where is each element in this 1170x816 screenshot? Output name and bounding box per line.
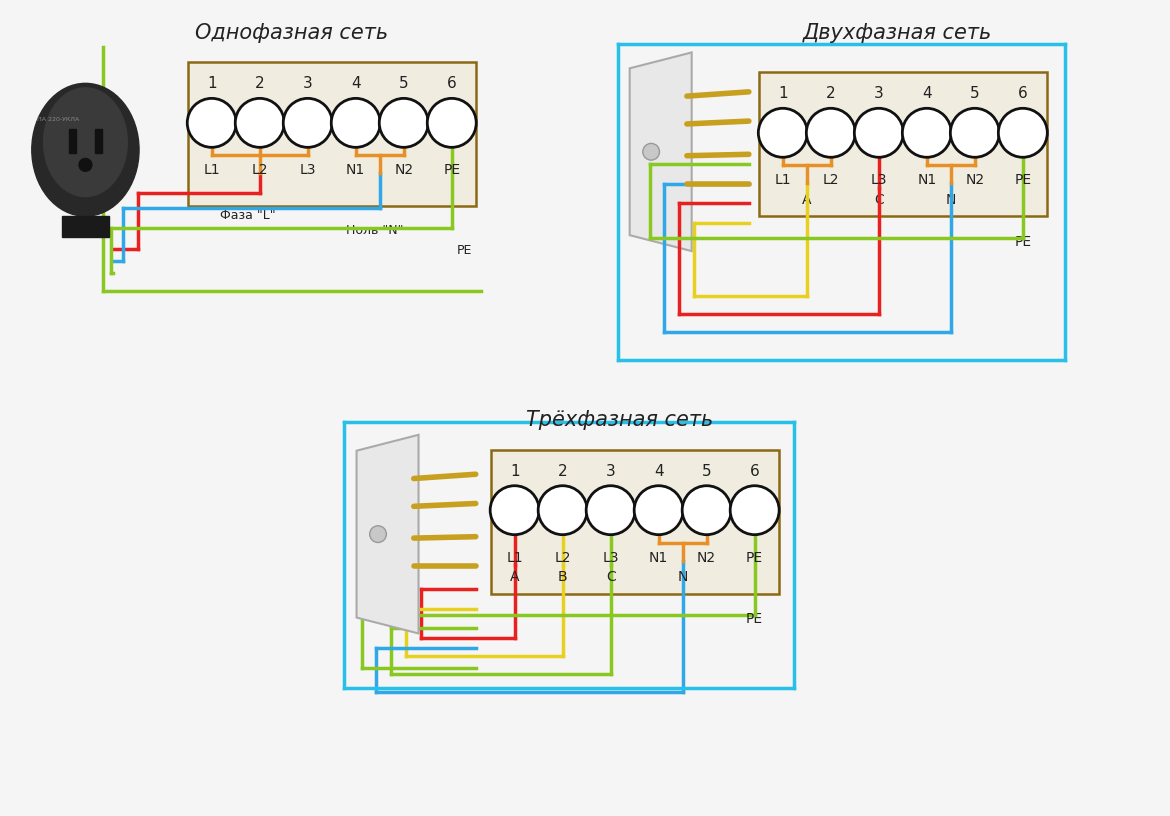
Text: L3: L3 [603,551,619,565]
Text: L1: L1 [507,551,523,565]
FancyBboxPatch shape [490,450,779,594]
Text: B: B [558,570,567,584]
Text: Двухфазная сеть: Двухфазная сеть [804,23,992,42]
Text: 5: 5 [702,463,711,479]
Circle shape [538,486,587,534]
Text: N: N [677,570,688,584]
Circle shape [642,144,660,160]
Circle shape [490,486,539,534]
Circle shape [187,99,236,148]
Ellipse shape [32,83,139,216]
Text: C: C [874,193,883,207]
Text: 3: 3 [874,86,883,101]
Text: L2: L2 [252,163,268,177]
Bar [95,129,102,153]
Circle shape [758,109,807,157]
Text: 3: 3 [606,463,615,479]
Circle shape [634,486,683,534]
Text: ПА 220-УКЛА: ПА 220-УКЛА [37,117,80,122]
Text: L2: L2 [555,551,571,565]
Circle shape [682,486,731,534]
Text: L1: L1 [204,163,220,177]
Text: N1: N1 [346,163,365,177]
Text: PE: PE [1014,235,1032,249]
Text: C: C [606,570,615,584]
Text: PE: PE [1014,173,1032,188]
Text: Фаза "L": Фаза "L" [220,209,276,222]
Text: A: A [803,193,812,207]
Text: 1: 1 [207,77,216,91]
Text: 4: 4 [654,463,663,479]
Text: N1: N1 [917,173,936,188]
Text: 6: 6 [1018,86,1027,101]
Text: 5: 5 [970,86,979,101]
Text: 1: 1 [778,86,787,101]
Circle shape [283,99,332,148]
Text: Трёхфазная сеть: Трёхфазная сеть [526,410,714,430]
Text: L3: L3 [870,173,887,188]
Text: 2: 2 [255,77,264,91]
Text: Однофазная сеть: Однофазная сеть [195,23,388,42]
Circle shape [950,109,999,157]
Text: 2: 2 [558,463,567,479]
Text: N2: N2 [697,551,716,565]
Circle shape [902,109,951,157]
Text: 3: 3 [303,77,312,91]
Text: N1: N1 [649,551,668,565]
Text: 6: 6 [447,77,456,91]
Text: PE: PE [746,551,763,565]
Text: N2: N2 [965,173,984,188]
Text: 1: 1 [510,463,519,479]
Bar [69,129,76,153]
Text: 5: 5 [399,77,408,91]
Ellipse shape [43,88,128,197]
Text: 2: 2 [826,86,835,101]
Circle shape [730,486,779,534]
Text: PE: PE [443,163,460,177]
Circle shape [80,158,92,171]
Text: N: N [945,193,956,207]
Circle shape [854,109,903,157]
Circle shape [235,99,284,148]
Polygon shape [629,52,691,251]
FancyBboxPatch shape [187,62,476,206]
Circle shape [806,109,855,157]
Text: 4: 4 [351,77,360,91]
Text: PE: PE [746,612,763,626]
Text: A: A [510,570,519,584]
Text: 6: 6 [750,463,759,479]
Circle shape [379,99,428,148]
Text: Ноль "N": Ноль "N" [346,224,404,237]
Text: L1: L1 [775,173,791,188]
FancyBboxPatch shape [759,73,1047,216]
Text: N2: N2 [394,163,413,177]
Bar [62,216,109,237]
Circle shape [427,99,476,148]
Circle shape [370,526,386,543]
Text: 4: 4 [922,86,931,101]
Text: L2: L2 [823,173,839,188]
Text: PE: PE [456,244,472,257]
Polygon shape [357,435,419,633]
Text: L3: L3 [300,163,316,177]
Circle shape [998,109,1047,157]
Circle shape [331,99,380,148]
Circle shape [586,486,635,534]
